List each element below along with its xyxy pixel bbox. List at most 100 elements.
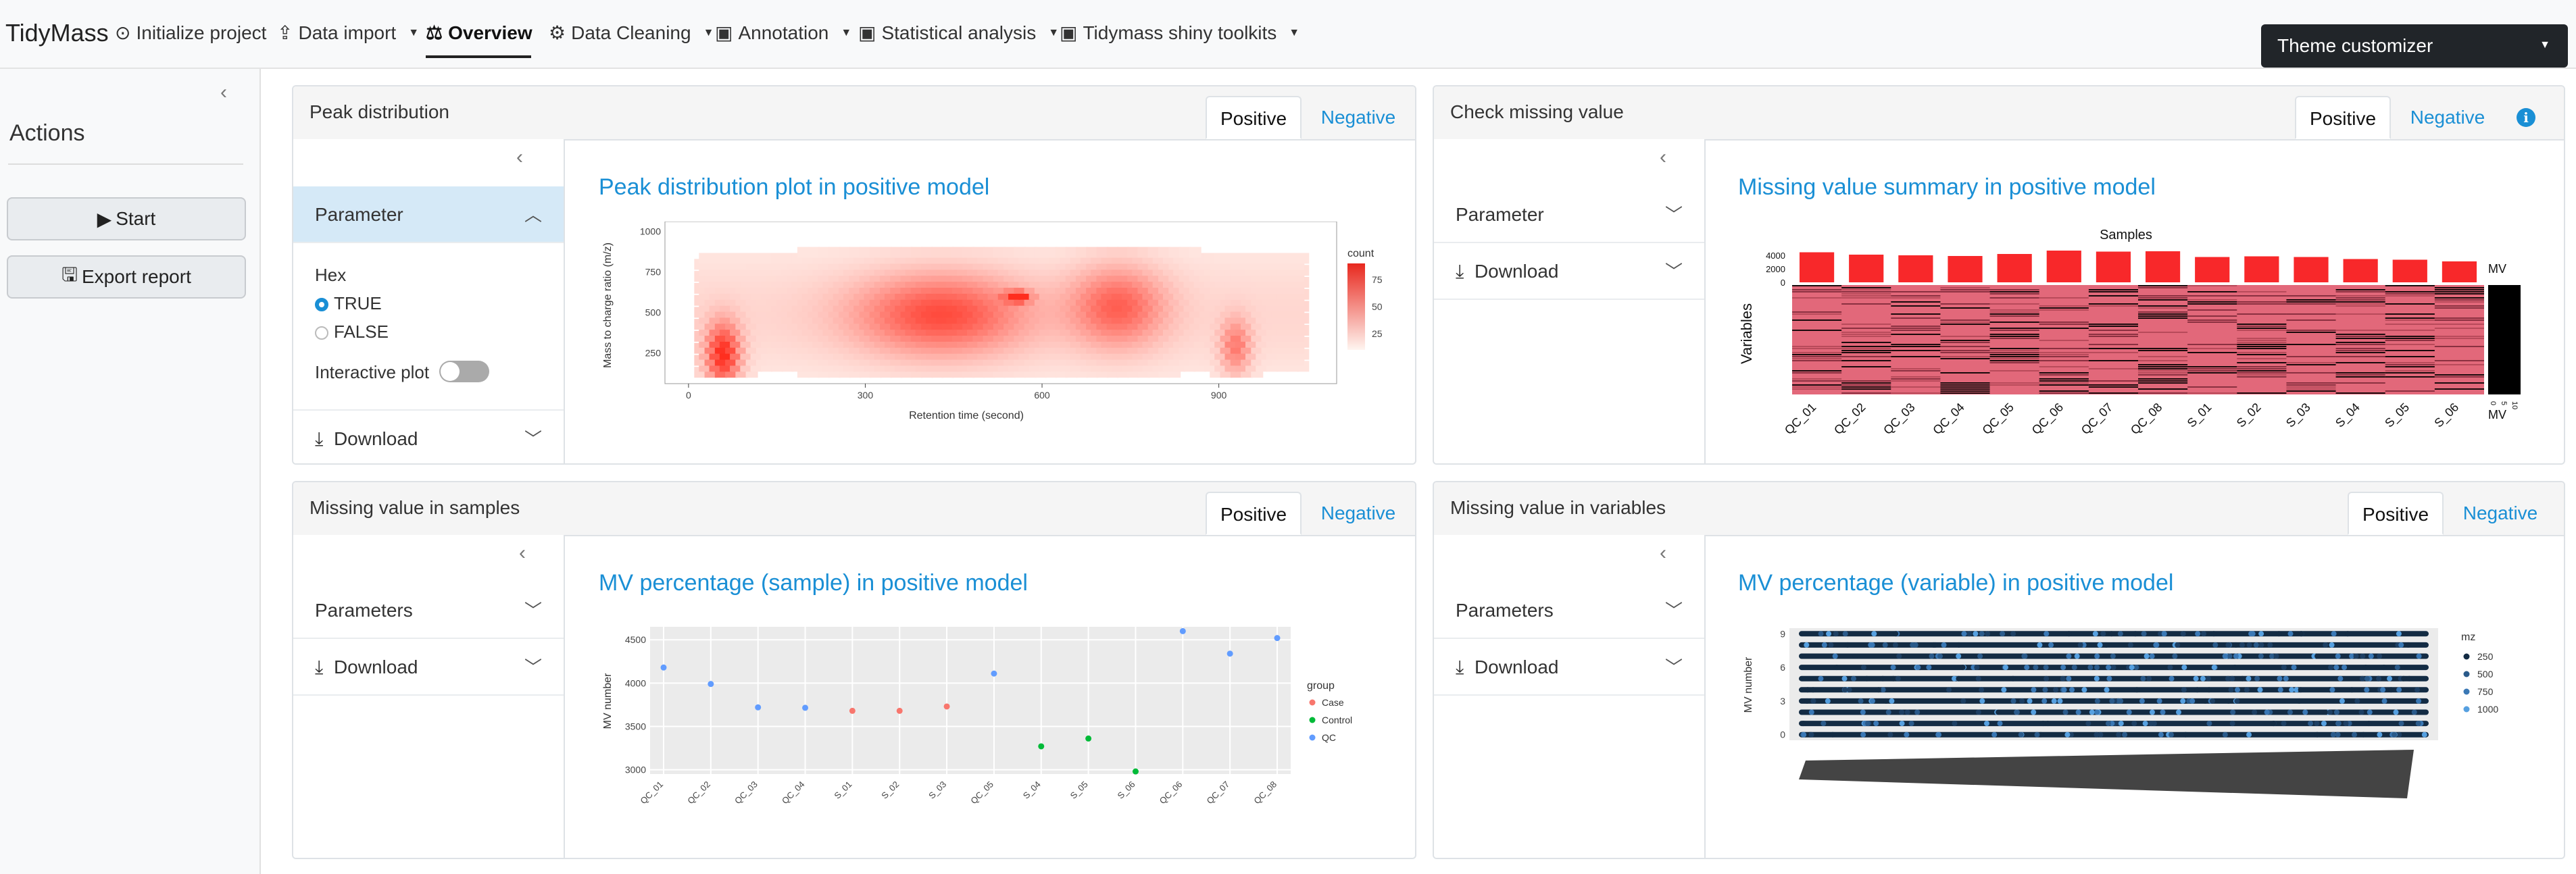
chevron-down-icon: ﹀ <box>1664 205 1683 225</box>
collapse-panel-icon[interactable]: ‹ <box>1660 146 1666 168</box>
legend-tick-label: 50 <box>1372 301 1383 312</box>
hex-true-radio[interactable]: TRUE <box>315 293 382 314</box>
nav-statistical-analysis[interactable]: ▣ Statistical analysis ▼ <box>858 22 1060 44</box>
y-tick-label: 4500 <box>625 634 646 645</box>
download-accordion[interactable]: ⤓ Download ﹀ <box>1434 639 1704 696</box>
hex-cell <box>760 253 773 264</box>
tab-positive[interactable]: Positive <box>1206 492 1302 535</box>
parameter-accordion[interactable]: Parameter ﹀ <box>1434 186 1704 243</box>
collapse-panel-icon[interactable]: ‹ <box>1660 542 1666 564</box>
x-tick-label: S_06 <box>2431 401 2462 431</box>
data-point <box>708 681 714 688</box>
x-tick-label: QC_04 <box>780 779 807 806</box>
hex-cell <box>1034 247 1047 258</box>
legend-swatch <box>1309 734 1316 741</box>
nav-active-indicator <box>426 55 531 58</box>
tab-negative[interactable]: Negative <box>1320 107 1396 128</box>
hex-cell <box>1127 247 1140 258</box>
y-tick-label: 750 <box>645 266 662 277</box>
tab-positive[interactable]: Positive <box>2348 492 2444 535</box>
hex-cell <box>771 253 784 264</box>
tab-negative[interactable]: Negative <box>2410 107 2485 128</box>
legend-label: QC <box>1322 732 1336 743</box>
mv-bar <box>2343 259 2378 282</box>
tab-negative[interactable]: Negative <box>1320 503 1396 523</box>
hex-cell <box>931 247 944 258</box>
x-tick-label: QC_01 <box>1782 401 1819 438</box>
start-button[interactable]: ▶ Start <box>7 197 246 240</box>
x-tick-label: S_02 <box>2234 401 2264 431</box>
brand-title[interactable]: TidyMass <box>5 19 109 47</box>
hex-cell <box>709 253 722 264</box>
id-card-icon: ▣ <box>1060 22 1078 43</box>
parameters-accordion[interactable]: Parameters ﹀ <box>1434 582 1704 639</box>
data-point <box>1227 650 1233 657</box>
nav-tidymass-shiny-toolkits[interactable]: ▣ Tidymass shiny toolkits ▼ <box>1060 22 1300 44</box>
x-tick-label: QC_06 <box>1158 779 1185 806</box>
nav-annotation[interactable]: ▣ Annotation ▼ <box>715 22 852 44</box>
tab-negative[interactable]: Negative <box>2462 503 2538 523</box>
x-tick-label: QC_08 <box>2128 401 2165 438</box>
nav-data-cleaning[interactable]: ⚙ Data Cleaning ▼ <box>549 22 714 44</box>
collapse-panel-icon[interactable]: ‹ <box>519 542 526 564</box>
hex-cell <box>1287 253 1299 264</box>
hex-cell <box>972 247 985 258</box>
download-accordion[interactable]: ⤓ Download ﹀ <box>293 639 564 696</box>
caret-down-icon: ▼ <box>2540 39 2550 51</box>
parameter-accordion[interactable]: Parameter ︿ <box>293 186 564 243</box>
legend-label: 1000 <box>2477 704 2498 715</box>
collapse-panel-icon[interactable]: ‹ <box>516 146 523 168</box>
nav-data-import[interactable]: ⇪ Data import ▼ <box>277 22 420 44</box>
x-tick-label: S_04 <box>2333 401 2363 431</box>
card-title: Peak distribution <box>309 101 450 122</box>
download-accordion[interactable]: ⤓ Download ﹀ <box>1434 243 1704 300</box>
missing-options-panel: ‹ Parameter ﹀ ⤓ Download ﹀ <box>1434 139 1706 463</box>
mv-bar <box>1849 255 1884 282</box>
export-report-button[interactable]: 🖫 Export report <box>7 255 246 299</box>
nav-overview[interactable]: ⚖ Overview <box>426 22 532 44</box>
side-tick-label: 10 <box>2510 401 2519 409</box>
legend-tick-label: 75 <box>1372 274 1383 285</box>
side-label-bottom: MV <box>2488 408 2506 421</box>
x-tick-label: QC_02 <box>685 779 712 806</box>
hex-cell <box>1158 247 1170 258</box>
theme-customizer-button[interactable]: Theme customizer ▼ <box>2261 24 2568 68</box>
parameters-accordion[interactable]: Parameters ﹀ <box>293 582 564 639</box>
x-tick-label: 600 <box>1034 390 1050 401</box>
collapse-sidebar-icon[interactable]: ‹ <box>220 81 227 103</box>
tab-positive[interactable]: Positive <box>2295 96 2391 139</box>
x-tick-label: QC_03 <box>733 779 760 806</box>
data-point <box>1085 735 1092 742</box>
mv-bar <box>2244 256 2279 282</box>
x-tick-label: S_03 <box>2283 401 2314 431</box>
chevron-up-icon: ︿ <box>524 205 542 225</box>
hex-cell <box>699 253 712 264</box>
card-title: Check missing value <box>1450 101 1624 122</box>
legend-swatch <box>2463 671 2470 677</box>
hex-cell <box>941 247 954 258</box>
mv-bar <box>2096 251 2131 282</box>
bar-tick-label: 2000 <box>1766 264 1785 274</box>
y-axis-label: Mass to charge ratio (m/z) <box>602 242 614 368</box>
hex-cell <box>1204 253 1216 264</box>
interactive-plot-toggle[interactable] <box>439 361 489 382</box>
download-icon: ⤓ <box>315 657 324 677</box>
data-point <box>1038 743 1045 750</box>
hex-cell <box>1116 247 1129 258</box>
hex-false-radio[interactable]: FALSE <box>315 322 389 342</box>
download-accordion[interactable]: ⤓ Download ﹀ <box>293 409 564 463</box>
x-tick-label: QC_05 <box>1979 401 2016 438</box>
id-card-icon: ▣ <box>715 22 733 43</box>
info-icon[interactable]: i <box>2517 108 2535 127</box>
interactive-plot-label: Interactive plot <box>315 362 430 382</box>
tab-positive[interactable]: Positive <box>1206 96 1302 139</box>
peak-options-panel: ‹ Parameter ︿ Hex TRUE FALSE Interactive… <box>293 139 565 463</box>
mv-bar <box>1799 252 1835 282</box>
play-circle-icon: ⊙ <box>115 22 131 43</box>
legend-swatch <box>2463 706 2470 713</box>
hex-cell <box>1065 247 1078 258</box>
x-axis-label: Retention time (second) <box>909 410 1024 421</box>
mv-bar <box>2392 259 2427 282</box>
mv-bar <box>1997 254 2032 282</box>
nav-initialize-project[interactable]: ⊙ Initialize project <box>115 22 267 44</box>
